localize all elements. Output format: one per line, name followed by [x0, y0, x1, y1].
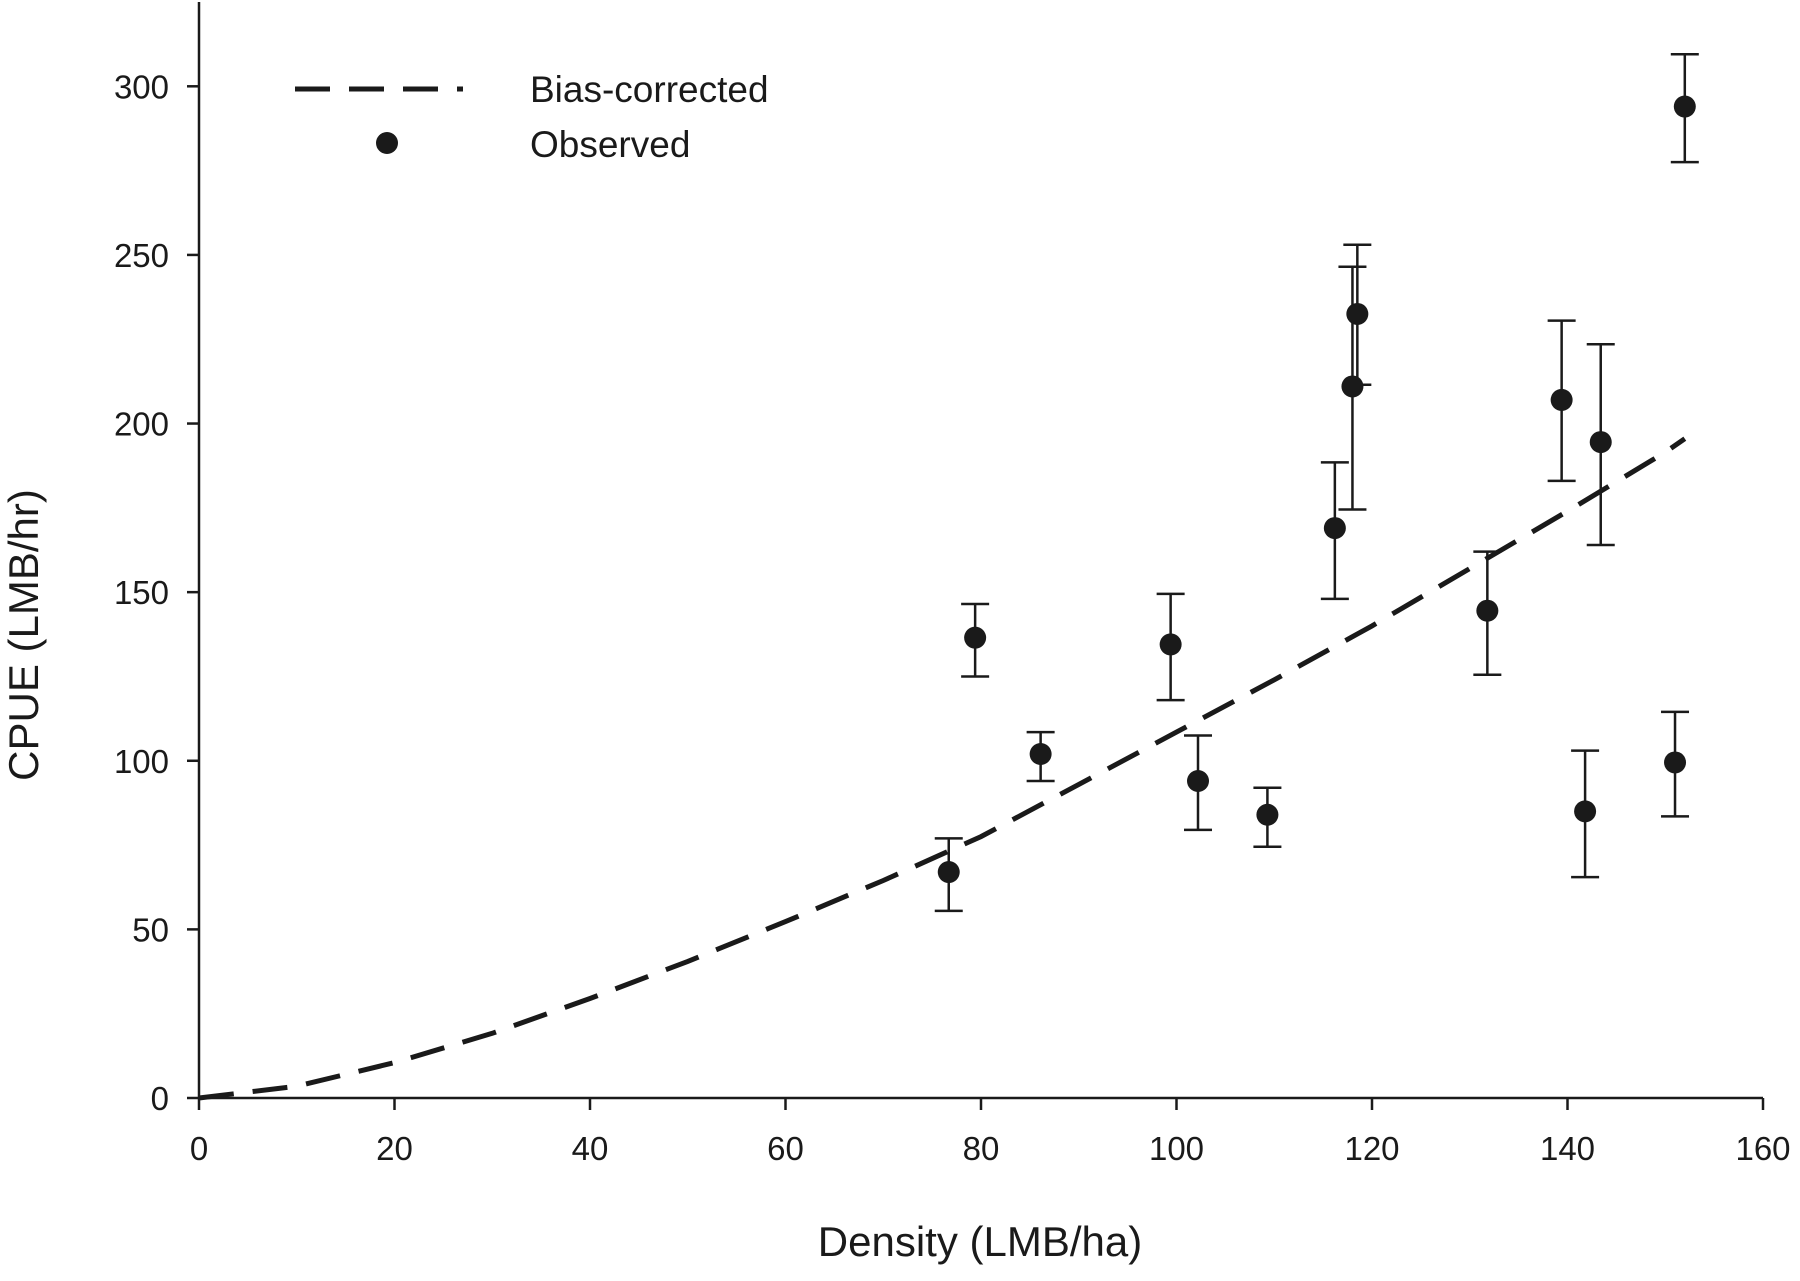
observed-marker — [1187, 770, 1210, 793]
observed-marker — [1476, 599, 1499, 622]
y-tick-label: 50 — [132, 911, 169, 948]
observed-marker — [1574, 800, 1597, 823]
y-axis-ticks: 0 50 100 150 200 250 300 — [114, 68, 199, 1117]
observed-point — [1670, 53, 1699, 164]
x-tick-label: 20 — [376, 1130, 413, 1167]
legend-label-points: Observed — [530, 124, 690, 165]
x-tick-label: 0 — [190, 1130, 208, 1167]
y-tick-label: 0 — [151, 1080, 169, 1117]
observed-point — [1253, 786, 1282, 849]
observed-point — [1547, 319, 1576, 483]
legend: Bias-corrected Observed — [295, 69, 769, 165]
observed-point — [1586, 343, 1615, 547]
observed-point — [1156, 592, 1185, 702]
observed-marker — [1256, 803, 1279, 826]
observed-marker — [1550, 388, 1573, 411]
x-tick-label: 40 — [572, 1130, 609, 1167]
observed-marker — [1341, 375, 1364, 398]
y-tick-label: 200 — [114, 406, 169, 443]
observed-point — [1571, 749, 1600, 879]
x-axis-ticks: 0 20 40 60 80 100 120 140 160 — [190, 1098, 1791, 1167]
plot-area — [198, 53, 1699, 1101]
axes — [197, 2, 1763, 1100]
observed-marker — [1673, 95, 1696, 118]
observed-marker — [1029, 743, 1052, 766]
observed-point — [1661, 710, 1690, 818]
x-tick-label: 100 — [1149, 1130, 1204, 1167]
x-axis-title: Density (LMB/ha) — [818, 1218, 1142, 1265]
y-tick-label: 250 — [114, 237, 169, 274]
legend-marker-swatch — [376, 132, 398, 154]
observed-marker — [964, 626, 987, 649]
observed-point — [934, 837, 963, 913]
y-axis-title: CPUE (LMB/hr) — [0, 489, 47, 781]
observed-point — [961, 602, 990, 678]
bias-corrected-line — [198, 436, 1687, 1101]
observed-point — [1343, 243, 1372, 387]
observed-point — [1184, 734, 1213, 832]
observed-marker — [1346, 302, 1369, 325]
x-tick-label: 120 — [1344, 1130, 1399, 1167]
observed-marker — [937, 861, 960, 884]
observed-marker — [1159, 633, 1182, 656]
observed-point — [1026, 730, 1055, 783]
observed-point — [1338, 265, 1367, 511]
x-tick-label: 60 — [767, 1130, 804, 1167]
x-tick-label: 140 — [1540, 1130, 1595, 1167]
legend-label-line: Bias-corrected — [530, 69, 769, 110]
x-tick-label: 80 — [963, 1130, 1000, 1167]
observed-marker — [1589, 431, 1612, 454]
y-tick-label: 150 — [114, 574, 169, 611]
observed-point — [1320, 461, 1349, 601]
y-tick-label: 300 — [114, 68, 169, 105]
x-tick-label: 160 — [1735, 1130, 1790, 1167]
observed-marker — [1323, 517, 1346, 540]
observed-point — [1473, 550, 1502, 677]
observed-marker — [1664, 751, 1687, 774]
y-tick-label: 100 — [114, 743, 169, 780]
